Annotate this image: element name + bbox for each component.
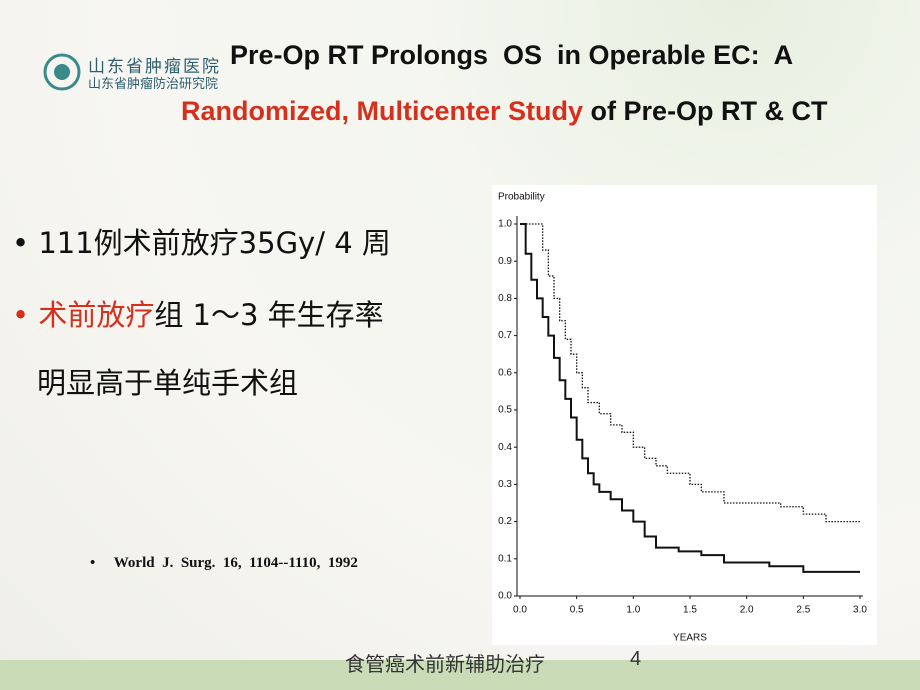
logo-line1: 山东省肿瘤医院 bbox=[88, 57, 221, 76]
logo-icon bbox=[43, 53, 81, 91]
reference-text: World J. Surg. 16, 1104--1110, 1992 bbox=[113, 555, 358, 571]
survival-curve bbox=[520, 223, 860, 573]
x-tick-label: 3.0 bbox=[853, 605, 867, 616]
y-tick-label: 0.2 bbox=[498, 516, 512, 527]
y-tick-label: 0.0 bbox=[498, 591, 512, 602]
y-axis-label: Probability bbox=[498, 192, 545, 203]
logo-line2: 山东省肿瘤防治研究院 bbox=[88, 76, 219, 91]
footer-bar bbox=[0, 660, 920, 690]
bullet: • 术前放疗组 1～3 年生存率 bbox=[12, 298, 384, 332]
x-tick-label: 2.0 bbox=[740, 605, 754, 616]
x-axis-label: YEARS bbox=[673, 633, 707, 644]
y-tick-label: 0.1 bbox=[498, 553, 512, 564]
x-tick-label: 0.0 bbox=[513, 605, 527, 616]
x-tick-label: 0.5 bbox=[570, 605, 584, 616]
y-tick-label: 0.6 bbox=[498, 367, 512, 378]
y-tick-label: 0.5 bbox=[498, 405, 512, 416]
bullet-text: 111例术前放疗35Gy/ 4 周 bbox=[38, 226, 391, 260]
y-tick-label: 0.3 bbox=[498, 479, 512, 490]
y-tick-label: 0.4 bbox=[498, 442, 512, 453]
bullet: • 111例术前放疗35Gy/ 4 周 bbox=[12, 226, 391, 260]
x-tick-label: 1.5 bbox=[683, 605, 697, 616]
title-line2: Randomized, Multicenter Study of Pre-Op … bbox=[181, 96, 828, 127]
chart: 0.0 0.1 0.2 0.3 0.4 0.5 0.6 0.7 0.8 0.9 1.0 0.0 0.5 1… bbox=[492, 185, 877, 645]
title-rest: of Pre-Op RT & CT bbox=[583, 96, 828, 126]
x-tick-label: 2.5 bbox=[796, 605, 810, 616]
footer-text: 食管癌术前新辅助治疗 bbox=[345, 652, 545, 676]
survival-curve bbox=[520, 223, 860, 523]
reference: • World J. Surg. 16, 1104--1110, 1992 bbox=[90, 555, 358, 571]
bullet-highlight: 术前放疗 bbox=[38, 298, 155, 332]
title-line1: Pre-Op RT Prolongs OS in Operable EC: A bbox=[230, 40, 794, 70]
page-number: 4 bbox=[630, 648, 642, 670]
chart-background bbox=[492, 185, 877, 645]
title-highlight: Randomized, Multicenter Study bbox=[181, 96, 584, 126]
bullet-continuation: 明显高于单纯手术组 bbox=[37, 366, 299, 400]
bullet-text: 组 1～3 年生存率 bbox=[154, 298, 384, 332]
y-tick-label: 0.8 bbox=[498, 293, 512, 304]
y-tick-label: 0.7 bbox=[498, 330, 512, 341]
y-tick-label: 1.0 bbox=[498, 219, 512, 230]
x-tick-label: 1.0 bbox=[626, 605, 640, 616]
y-tick-label: 0.9 bbox=[498, 256, 512, 267]
